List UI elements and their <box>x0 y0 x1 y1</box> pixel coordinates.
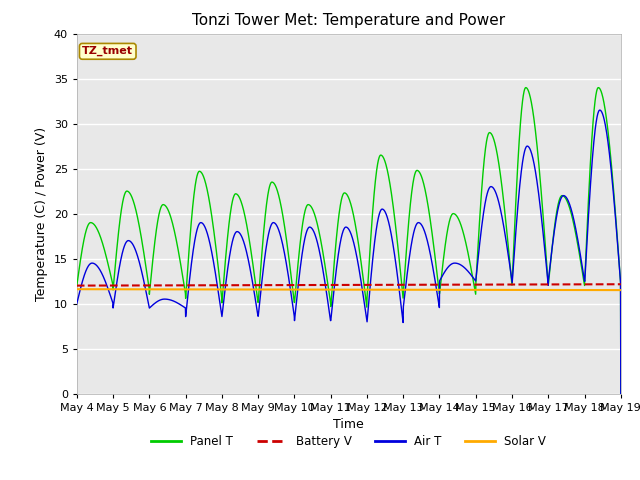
Text: TZ_tmet: TZ_tmet <box>82 46 133 57</box>
Title: Tonzi Tower Met: Temperature and Power: Tonzi Tower Met: Temperature and Power <box>192 13 506 28</box>
Legend: Panel T, Battery V, Air T, Solar V: Panel T, Battery V, Air T, Solar V <box>147 430 551 453</box>
Y-axis label: Temperature (C) / Power (V): Temperature (C) / Power (V) <box>35 127 48 300</box>
X-axis label: Time: Time <box>333 418 364 431</box>
